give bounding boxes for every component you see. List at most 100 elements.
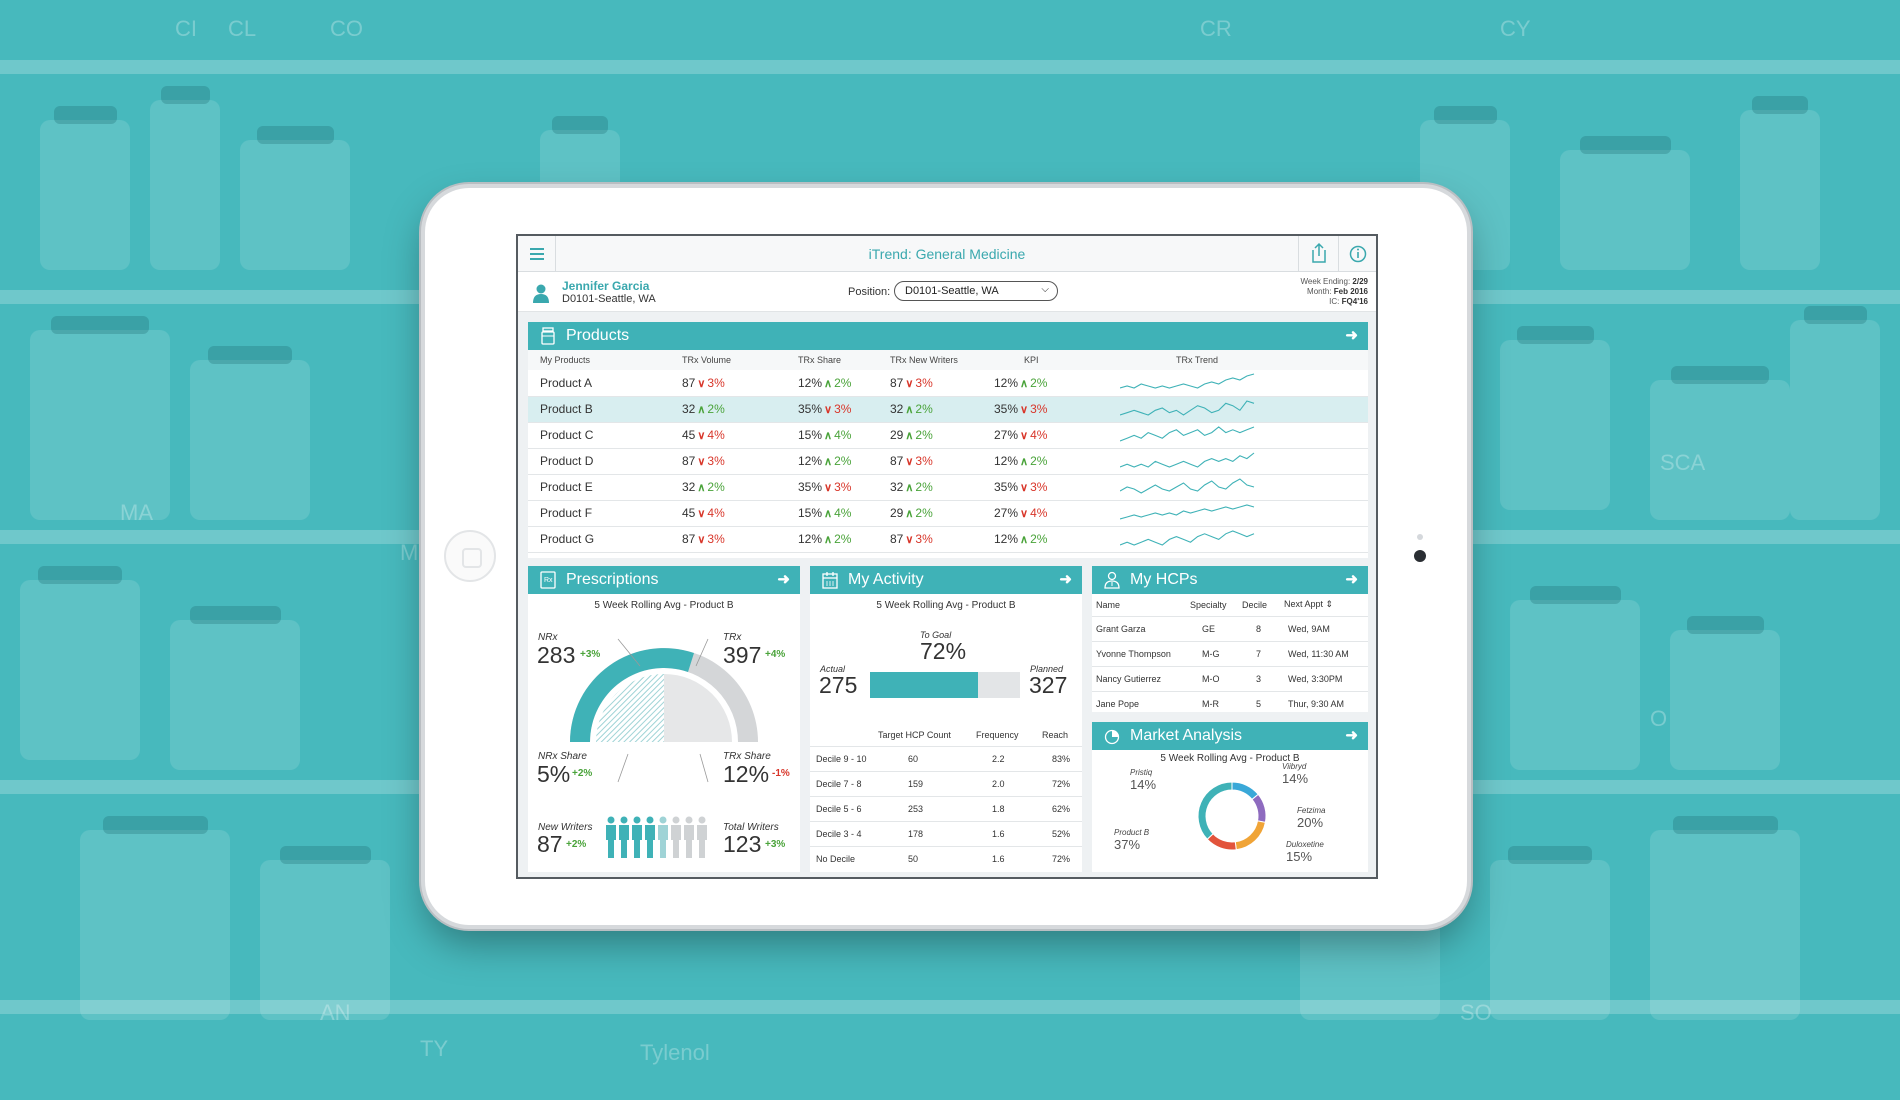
activity-row[interactable]: Decile 9 - 10 60 2.2 83% — [810, 745, 1082, 771]
bottle-shape — [260, 860, 390, 1020]
activity-header[interactable]: My Activity ➜ — [810, 566, 1082, 594]
actual-value: 275 — [819, 672, 858, 698]
chevron-up-icon: ∧ — [905, 482, 914, 494]
donut-slice-pristiq[interactable] — [1231, 781, 1259, 801]
chevron-up-icon: ∧ — [824, 508, 833, 520]
trx-share-delta: 4% — [834, 428, 852, 442]
bottle-shape — [190, 360, 310, 520]
product-row[interactable]: Product G 87 ∨ 3% 12% ∧ 2% 87 ∨ 3% 12% ∧ 2% — [528, 526, 1368, 553]
trx-volume-value: 45 — [682, 428, 696, 442]
product-b-value: 37% — [1114, 837, 1141, 852]
hcp-row[interactable]: Nancy Gutierrez M-O 3 Wed, 3:30PM — [1092, 665, 1368, 691]
prescriptions-header[interactable]: Rx Prescriptions ➜ — [528, 566, 800, 594]
kpi: 12% ∧ 2% — [994, 370, 1100, 397]
activity-row[interactable]: Decile 5 - 6 253 1.8 62% — [810, 795, 1082, 821]
chevron-up-icon: ∧ — [1020, 534, 1029, 546]
trx-volume-value: 32 — [682, 480, 696, 494]
info-button[interactable] — [1338, 236, 1376, 272]
market-analysis-header[interactable]: Market Analysis ➜ — [1092, 722, 1368, 750]
trx-new-writers: 87 ∨ 3% — [882, 370, 994, 397]
product-row[interactable]: Product E 32 ∧ 2% 35% ∨ 3% 32 ∧ 2% 35% ∨ 3% — [528, 474, 1368, 501]
trx-volume: 87 ∨ 3% — [666, 526, 782, 553]
arrow-right-icon[interactable]: ➜ — [777, 571, 790, 588]
arrow-right-icon[interactable]: ➜ — [1345, 571, 1358, 588]
trx-share-value: 12% — [798, 375, 823, 390]
hcp-next-appt: Wed, 11:30 AM — [1284, 640, 1368, 666]
hcp-next-appt: Wed, 3:30PM — [1284, 665, 1368, 691]
market-analysis-title: Market Analysis — [1130, 727, 1243, 744]
trx-share-delta: 2% — [834, 454, 852, 468]
products-header[interactable]: Products ➜ — [528, 322, 1368, 350]
activity-row[interactable]: Decile 7 - 8 159 2.0 72% — [810, 770, 1082, 796]
donut-slice-product-b[interactable] — [1197, 781, 1233, 840]
hcp-row[interactable]: Jane Pope M-R 5 Thur, 9:30 AM — [1092, 690, 1368, 716]
decile-range: Decile 3 - 4 — [810, 820, 878, 846]
position-select[interactable]: D0101-Seattle, WA ⌵ — [894, 281, 1058, 301]
target-hcp-count: 50 — [878, 845, 966, 871]
hcp-specialty: GE — [1190, 615, 1242, 641]
shelf-label: CY — [1500, 16, 1531, 41]
trx-share: 35% ∨ 3% — [782, 474, 882, 501]
hcps-table: Name Specialty Decile Next Appt ⇕ Grant … — [1092, 594, 1368, 716]
bottle-cap-shape — [208, 346, 292, 364]
col-next-appt[interactable]: Next Appt ⇕ — [1284, 599, 1334, 610]
arrow-right-icon[interactable]: ➜ — [1345, 327, 1358, 344]
hcp-row[interactable]: Grant Garza GE 8 Wed, 9AM — [1092, 615, 1368, 641]
chevron-down-icon: ∨ — [697, 508, 706, 520]
kpi-value: 12% — [994, 375, 1019, 390]
activity-row[interactable]: No Decile 50 1.6 72% — [810, 845, 1082, 871]
activity-row[interactable]: Decile 3 - 4 178 1.6 52% — [810, 820, 1082, 846]
person-icon — [619, 816, 629, 858]
nrx-value: 283 — [537, 642, 576, 668]
hcps-header-row: Name Specialty Decile Next Appt ⇕ — [1092, 594, 1368, 616]
trx-gauge-fill — [664, 674, 732, 742]
pill-bottle-icon — [541, 327, 555, 345]
trend-line — [1119, 399, 1255, 416]
hcp-name: Yvonne Thompson — [1092, 640, 1190, 666]
hcp-name: Jane Pope — [1092, 690, 1190, 716]
col-frequency: Frequency — [976, 729, 1019, 740]
kpi: 27% ∨ 4% — [994, 422, 1100, 449]
sort-icon: ⇕ — [1325, 599, 1334, 610]
arrow-right-icon[interactable]: ➜ — [1059, 571, 1072, 588]
kpi-value: 35% — [994, 480, 1019, 494]
trx-trend-sparkline — [1100, 526, 1368, 553]
product-row[interactable]: Product F 45 ∨ 4% 15% ∧ 4% 29 ∧ 2% 27% ∨ 4% — [528, 500, 1368, 527]
position-label: Position: — [848, 286, 891, 298]
home-button[interactable] — [444, 530, 496, 582]
donut-slice-duloxetine[interactable] — [1206, 833, 1237, 851]
col-reach: Reach — [1042, 729, 1069, 740]
product-name: Product G — [528, 526, 666, 553]
trx-share: 35% ∨ 3% — [782, 396, 882, 423]
col-my-products: My Products — [528, 350, 666, 370]
product-row[interactable]: Product C 45 ∨ 4% 15% ∧ 4% 29 ∧ 2% 27% ∨ 4% — [528, 422, 1368, 449]
donut-slice-viibryd[interactable] — [1251, 793, 1267, 823]
arrow-right-icon[interactable]: ➜ — [1345, 727, 1358, 744]
bottle-shape — [240, 140, 350, 270]
frequency: 1.6 — [966, 845, 1026, 871]
hcps-header[interactable]: My HCPs ➜ — [1092, 566, 1368, 594]
share-button[interactable] — [1298, 236, 1338, 272]
app-title: iTrend: General Medicine — [868, 246, 1026, 262]
hcp-next-appt: Thur, 9:30 AM — [1284, 690, 1368, 716]
trend-sparkline — [1119, 529, 1255, 546]
hcp-row[interactable]: Yvonne Thompson M-G 7 Wed, 11:30 AM — [1092, 640, 1368, 666]
kpi-delta: 2% — [1030, 375, 1048, 390]
product-row[interactable]: Product D 87 ∨ 3% 12% ∧ 2% 87 ∨ 3% 12% ∧ 2% — [528, 448, 1368, 475]
user-name[interactable]: Jennifer Garcia — [562, 279, 650, 293]
viibryd-label: Viibryd — [1282, 762, 1307, 771]
trx-trend-sparkline — [1100, 422, 1368, 449]
trend-sparkline — [1119, 399, 1255, 416]
chevron-down-icon: ∨ — [824, 482, 833, 494]
kpi: 12% ∧ 2% — [994, 448, 1100, 475]
chevron-down-icon: ⌵ — [1041, 284, 1049, 295]
product-row[interactable]: Product B 32 ∧ 2% 35% ∨ 3% 32 ∧ 2% 35% ∨ 3% — [528, 396, 1368, 423]
trx-share-delta: 2% — [834, 532, 852, 546]
donut-slice-fetzima[interactable] — [1234, 820, 1266, 851]
activity-header-row: Target HCP Count Frequency Reach — [810, 724, 1082, 746]
kpi-delta: 3% — [1030, 480, 1048, 494]
market-subtitle: 5 Week Rolling Avg - Product B — [1160, 753, 1300, 764]
col-target-hcp-count: Target HCP Count — [878, 729, 951, 740]
menu-button[interactable] — [518, 236, 556, 272]
product-row[interactable]: Product A 87 ∨ 3% 12% ∧ 2% 87 ∨ 3% 12% ∧ 2% — [528, 370, 1368, 397]
